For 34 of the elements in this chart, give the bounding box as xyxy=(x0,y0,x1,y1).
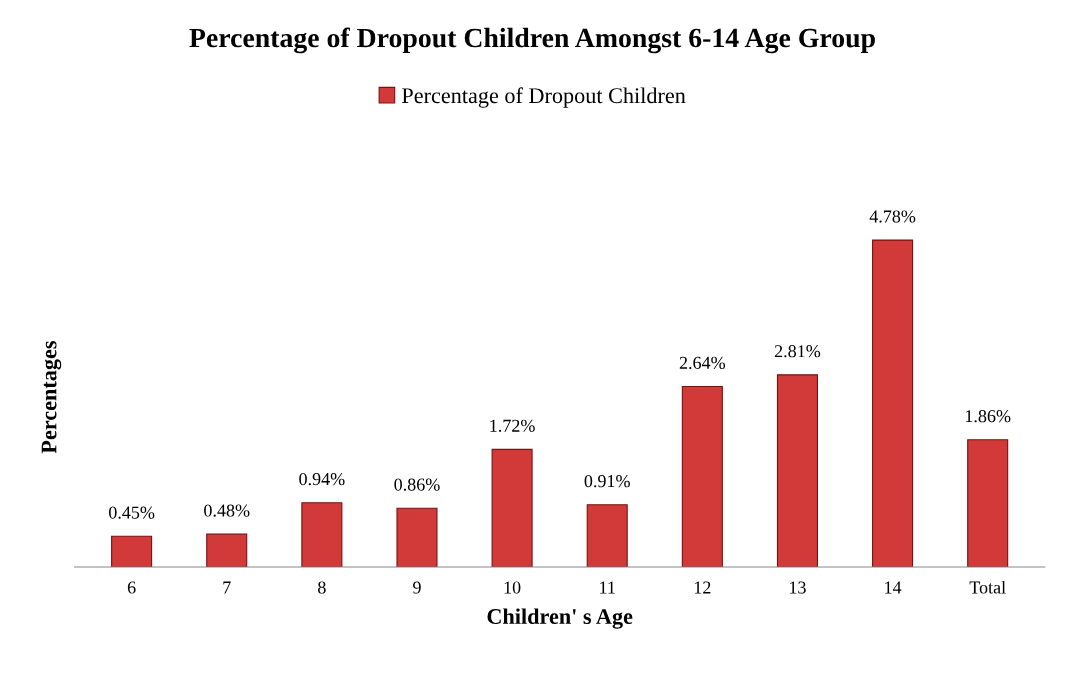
x-tick-label: 6 xyxy=(127,581,136,594)
bar xyxy=(111,535,153,567)
bar xyxy=(396,507,438,567)
y-axis-title: Percentages xyxy=(41,341,62,454)
data-label: 1.72% xyxy=(490,419,535,432)
x-axis-title: Children' s Age xyxy=(487,608,633,629)
data-label: 4.78% xyxy=(869,210,916,223)
chart-title: Percentage of Dropout Children Amongst 6-14 Age Group xyxy=(189,27,875,54)
x-tick-label: Total xyxy=(969,580,1006,594)
bar xyxy=(301,502,343,567)
data-label: 1.86% xyxy=(965,410,1011,423)
x-tick-label: 14 xyxy=(885,581,902,594)
bar xyxy=(586,504,628,567)
bar xyxy=(206,533,248,567)
legend-label: Percentage of Dropout Children xyxy=(402,87,686,108)
data-label: 2.64% xyxy=(679,356,726,369)
bar xyxy=(681,385,723,567)
data-label: 2.81% xyxy=(774,345,821,358)
x-tick-label: 9 xyxy=(413,581,421,594)
data-label: 0.45% xyxy=(108,506,155,519)
data-label: 0.48% xyxy=(204,504,250,517)
data-label: 0.94% xyxy=(299,472,345,486)
x-tick-label: 7 xyxy=(223,581,231,594)
bar xyxy=(491,448,533,567)
x-tick-label: 10 xyxy=(504,581,521,594)
bar xyxy=(872,239,914,567)
data-label: 0.91% xyxy=(584,475,630,488)
x-tick-label: 13 xyxy=(790,581,806,594)
bar xyxy=(967,439,1009,567)
x-tick-label: 11 xyxy=(600,581,615,594)
x-tick-label: 8 xyxy=(318,581,326,594)
x-tick-label: 12 xyxy=(694,581,711,594)
bar xyxy=(776,374,818,567)
data-label: 0.86% xyxy=(394,478,440,491)
